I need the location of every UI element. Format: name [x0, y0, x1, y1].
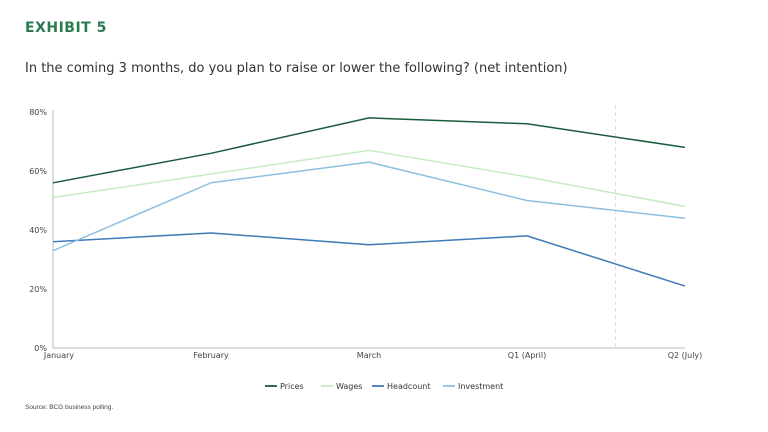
- series-line-headcount: [52, 232, 686, 287]
- series-line-wages: [52, 149, 686, 208]
- series-line-prices: [52, 117, 686, 184]
- chart-question: In the coming 3 months, do you plan to r…: [25, 61, 568, 76]
- exhibit-label: EXHIBIT 5: [25, 20, 107, 36]
- x-tick-label: March: [357, 351, 381, 360]
- x-tick-label: February: [193, 351, 229, 360]
- series-line-investment: [52, 161, 686, 252]
- x-tick-label: Q2 (July): [668, 351, 703, 360]
- source-note: Source: BCG business polling.: [25, 404, 114, 411]
- x-tick-label: January: [43, 351, 75, 360]
- y-tick-label: 40%: [29, 226, 47, 235]
- y-tick-label: 20%: [29, 285, 47, 294]
- legend-label: Headcount: [387, 382, 431, 391]
- legend-label: Wages: [336, 382, 362, 391]
- legend-label: Investment: [458, 382, 503, 391]
- y-tick-label: 60%: [29, 167, 47, 176]
- y-tick-label: 80%: [29, 108, 47, 117]
- x-tick-label: Q1 (April): [508, 351, 546, 360]
- y-tick-label: 0%: [34, 344, 47, 353]
- legend-label: Prices: [280, 382, 304, 391]
